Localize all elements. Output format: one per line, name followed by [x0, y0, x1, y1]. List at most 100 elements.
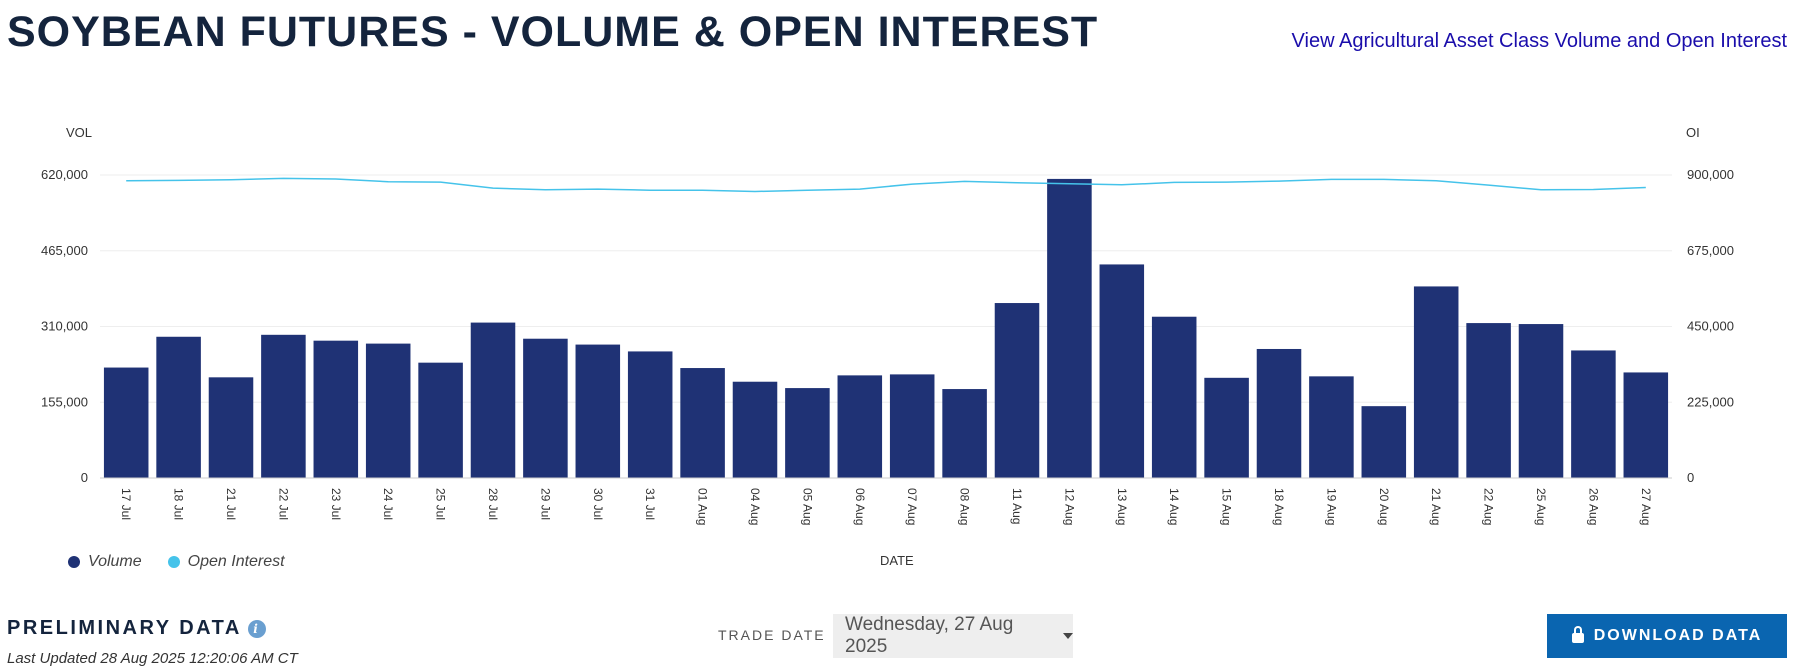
- chart-grid: [100, 174, 1672, 403]
- right-tick-label: 225,000: [1687, 394, 1734, 409]
- volume-bar[interactable]: [1623, 372, 1669, 478]
- open-interest-legend-dot: [167, 556, 180, 568]
- volume-bar[interactable]: [575, 344, 621, 478]
- volume-open-interest-chart: VOL OI 0 0 155,000 225,000 310,000 450,000 465…: [41, 125, 1734, 525]
- volume-bar[interactable]: [1099, 264, 1145, 478]
- volume-bar[interactable]: [732, 381, 778, 478]
- chart-legend: Volume Open Interest: [68, 553, 285, 571]
- volume-bar[interactable]: [261, 334, 306, 478]
- left-tick-label: 620,000: [41, 167, 88, 182]
- volume-bar[interactable]: [889, 374, 935, 478]
- trade-date-select[interactable]: Wednesday, 27 Aug 2025: [833, 614, 1073, 658]
- x-tick-label: 18 Aug: [1272, 488, 1286, 525]
- volume-bar[interactable]: [942, 389, 987, 478]
- volume-bar[interactable]: [470, 322, 516, 478]
- lock-icon: [1571, 626, 1584, 643]
- open-interest-series-line: [126, 177, 1646, 193]
- agricultural-asset-class-link[interactable]: View Agricultural Asset Class Volume and…: [1291, 30, 1787, 52]
- x-tick-label: 31 Jul: [643, 488, 657, 520]
- volume-bar[interactable]: [365, 343, 411, 478]
- y-axis-labels: 0 0 155,000 225,000 310,000 450,000 465,000 675…: [41, 167, 1734, 485]
- legend-item-volume[interactable]: Volume: [68, 553, 142, 571]
- volume-bar[interactable]: [418, 362, 463, 478]
- x-tick-label: 15 Aug: [1220, 488, 1234, 525]
- preliminary-data-label: PRELIMINARY DATA: [7, 617, 242, 639]
- left-tick-label: 310,000: [41, 319, 88, 334]
- x-tick-label: 25 Aug: [1534, 488, 1548, 525]
- x-tick-label: 21 Jul: [224, 488, 238, 520]
- legend-label-open-interest: Open Interest: [187, 553, 285, 570]
- x-tick-label: 22 Aug: [1482, 488, 1496, 525]
- volume-bar[interactable]: [785, 388, 830, 478]
- x-tick-label: 13 Aug: [1115, 488, 1129, 525]
- x-tick-label: 12 Aug: [1062, 488, 1076, 525]
- x-tick-label: 26 Aug: [1586, 488, 1600, 525]
- volume-bar[interactable]: [994, 303, 1040, 478]
- right-tick-label: 0: [1687, 470, 1694, 485]
- x-tick-label: 17 Jul: [119, 488, 133, 520]
- x-tick-label: 07 Aug: [905, 488, 919, 525]
- legend-item-open-interest[interactable]: Open Interest: [167, 553, 285, 571]
- volume-bar[interactable]: [1571, 350, 1616, 478]
- last-updated-text: Last Updated 28 Aug 2025 12:20:06 AM CT: [7, 650, 298, 667]
- volume-bar[interactable]: [1047, 178, 1092, 478]
- trade-date-value: Wednesday, 27 Aug 2025: [845, 614, 1014, 657]
- volume-bar[interactable]: [1361, 406, 1407, 478]
- x-tick-label: 04 Aug: [748, 488, 762, 525]
- x-tick-label: 06 Aug: [853, 488, 867, 525]
- x-tick-label: 14 Aug: [1167, 488, 1181, 525]
- x-tick-label: 20 Aug: [1377, 488, 1391, 525]
- volume-bar[interactable]: [208, 377, 254, 478]
- volume-bar[interactable]: [627, 351, 673, 478]
- volume-bars: [103, 178, 1669, 478]
- volume-bar[interactable]: [1413, 286, 1459, 478]
- x-tick-label: 11 Aug: [1010, 488, 1024, 524]
- right-tick-label: 675,000: [1687, 243, 1734, 258]
- x-tick-label: 18 Jul: [172, 488, 186, 520]
- x-tick-label: 27 Aug: [1639, 488, 1653, 525]
- info-icon[interactable]: i: [247, 619, 266, 638]
- x-axis-labels: 17 Jul 18 Jul 21 Jul 22 Jul 23 Jul 24 Jul 25 J…: [119, 488, 1653, 525]
- right-axis-title: OI: [1686, 125, 1700, 140]
- left-tick-label: 0: [81, 470, 88, 485]
- left-tick-label: 155,000: [41, 394, 88, 409]
- volume-bar[interactable]: [1309, 376, 1354, 478]
- x-tick-label: 08 Aug: [958, 488, 972, 525]
- x-tick-label: 22 Jul: [276, 488, 290, 520]
- x-tick-label: 25 Jul: [434, 488, 448, 520]
- x-axis-title: DATE: [880, 553, 914, 568]
- x-tick-label: 05 Aug: [800, 488, 814, 525]
- volume-bar[interactable]: [156, 336, 201, 478]
- x-tick-label: 24 Jul: [381, 488, 395, 520]
- x-tick-label: 29 Jul: [538, 488, 552, 520]
- download-data-label: DOWNLOAD DATA: [1593, 627, 1763, 644]
- page-title: SOYBEAN FUTURES - VOLUME & OPEN INTEREST: [7, 8, 1099, 56]
- x-tick-label: 19 Aug: [1324, 488, 1338, 525]
- chevron-down-icon: [1063, 633, 1073, 639]
- right-tick-label: 900,000: [1687, 167, 1734, 182]
- volume-bar[interactable]: [103, 367, 149, 478]
- volume-bar[interactable]: [1151, 316, 1197, 478]
- x-tick-label: 30 Jul: [591, 488, 605, 520]
- left-axis-title: VOL: [66, 125, 92, 140]
- trade-date-label: TRADE DATE: [718, 627, 826, 643]
- volume-bar[interactable]: [1466, 323, 1511, 478]
- preliminary-data-heading: PRELIMINARY DATA i: [7, 617, 266, 640]
- volume-bar[interactable]: [1518, 324, 1564, 478]
- download-data-button[interactable]: DOWNLOAD DATA: [1547, 614, 1787, 658]
- volume-bar[interactable]: [837, 375, 883, 478]
- legend-label-volume: Volume: [88, 553, 142, 570]
- volume-bar[interactable]: [680, 368, 725, 478]
- right-tick-label: 450,000: [1687, 319, 1734, 334]
- left-tick-label: 465,000: [41, 243, 88, 258]
- volume-bar[interactable]: [1256, 348, 1302, 478]
- x-tick-label: 23 Jul: [329, 488, 343, 520]
- x-tick-label: 01 Aug: [696, 488, 710, 525]
- volume-bar[interactable]: [1204, 377, 1249, 478]
- volume-bar[interactable]: [313, 340, 359, 478]
- x-tick-label: 28 Jul: [486, 488, 500, 520]
- volume-legend-dot: [68, 556, 80, 568]
- open-interest-line: [126, 177, 1646, 193]
- volume-bar[interactable]: [523, 338, 568, 478]
- x-tick-label: 21 Aug: [1429, 488, 1443, 525]
